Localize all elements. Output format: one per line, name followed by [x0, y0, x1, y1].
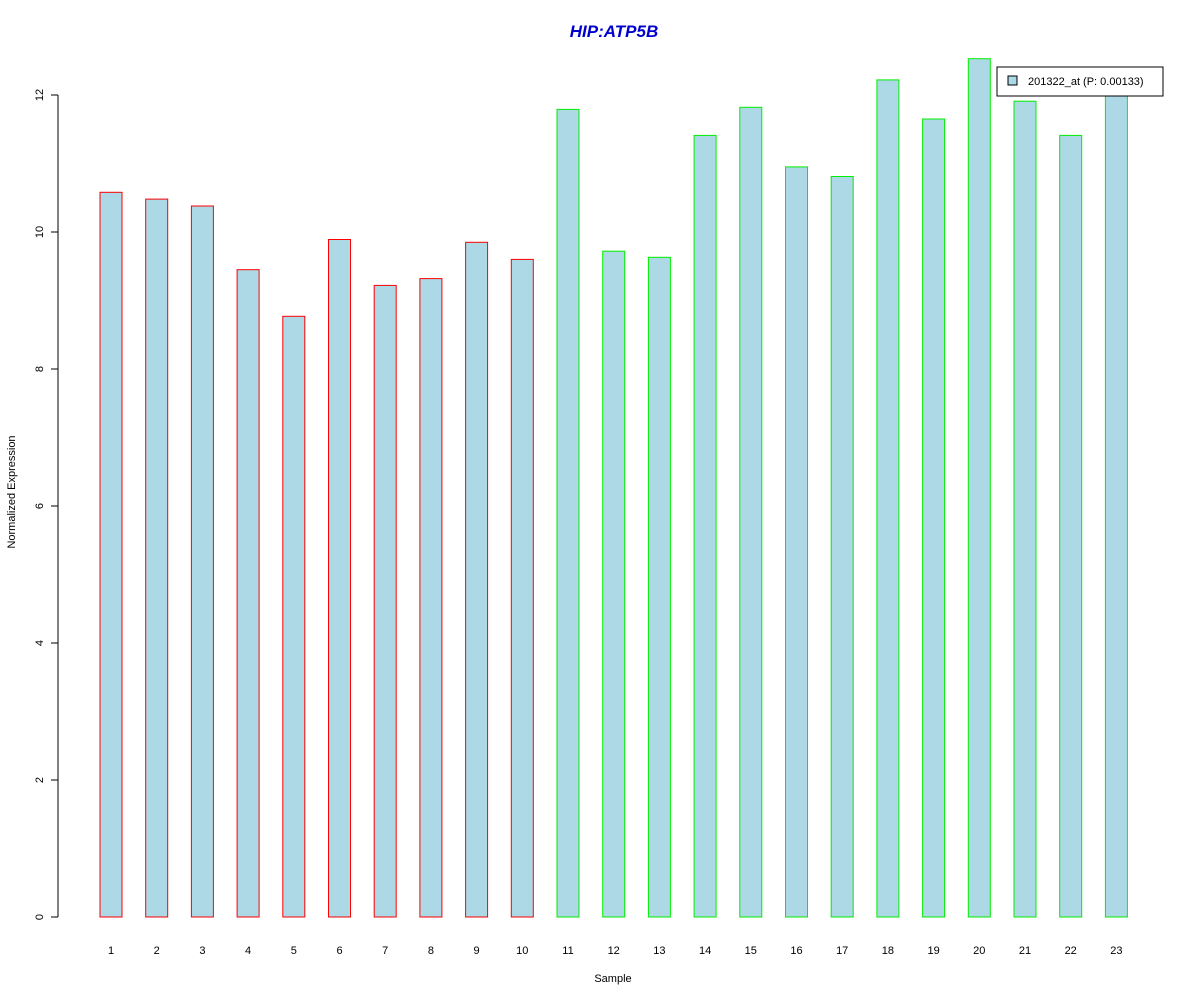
- legend-box: [996, 66, 1164, 97]
- bar: [145, 198, 169, 918]
- y-tick-label: 8: [34, 366, 46, 372]
- bar: [328, 239, 351, 918]
- bar: [602, 250, 626, 918]
- legend-swatch: [1007, 75, 1018, 86]
- x-tick-label: 21: [1019, 945, 1031, 957]
- bar: [99, 191, 123, 918]
- x-tick-label: 6: [336, 945, 342, 957]
- x-tick-label: 4: [245, 945, 251, 957]
- legend-label: 201322_at (P: 0.00133): [1028, 76, 1144, 88]
- bar: [556, 108, 580, 918]
- bar: [876, 79, 900, 918]
- chart-title: HIP:ATP5B: [570, 22, 658, 41]
- x-axis-label: Sample: [594, 973, 631, 985]
- bar: [190, 205, 214, 918]
- bars: [99, 58, 1128, 918]
- bar: [967, 58, 991, 918]
- x-tick-label: 5: [291, 945, 297, 957]
- x-tick-label: 7: [382, 945, 388, 957]
- x-tick-label: 17: [836, 945, 848, 957]
- x-tick-label: 1: [108, 945, 114, 957]
- x-tick-label: 12: [608, 945, 620, 957]
- bar: [693, 134, 717, 918]
- x-tick-label: 3: [199, 945, 205, 957]
- bar: [1059, 134, 1083, 918]
- bar: [419, 278, 443, 918]
- x-tick-label: 15: [745, 945, 757, 957]
- y-tick-label: 0: [34, 914, 46, 920]
- bar: [647, 256, 671, 918]
- bar: [1013, 100, 1037, 918]
- y-axis-label: Normalized Expression: [6, 435, 18, 548]
- bar: [510, 258, 534, 918]
- y-tick-label: 6: [34, 503, 46, 509]
- x-tick-label: 8: [428, 945, 434, 957]
- legend: 201322_at (P: 0.00133): [996, 66, 1164, 97]
- bar: [739, 106, 763, 918]
- bar: [282, 315, 306, 918]
- y-tick-label: 2: [34, 777, 46, 783]
- y-tick-label: 4: [34, 640, 46, 646]
- bar: [785, 166, 808, 918]
- x-tick-label: 2: [154, 945, 160, 957]
- x-tick-label: 16: [790, 945, 802, 957]
- bar: [465, 241, 489, 918]
- x-tick-label: 18: [882, 945, 894, 957]
- x-tick-label: 13: [653, 945, 665, 957]
- bar: [922, 118, 946, 918]
- x-tick-label: 22: [1065, 945, 1077, 957]
- y-axis: 0 2 4 6 8 10 12: [34, 89, 59, 920]
- x-tick-label: 9: [474, 945, 480, 957]
- x-tick-label: 19: [927, 945, 939, 957]
- x-tick-label: 11: [562, 945, 573, 957]
- x-tick-label: 10: [516, 945, 528, 957]
- bar: [830, 176, 854, 918]
- bar: [1104, 88, 1128, 918]
- x-tick-label: 14: [699, 945, 711, 957]
- x-tick-labels: 1 2 3 4 5 6 7 8 9 10 11 12 13 14 15 16 17 18 19 20 21 22 23: [108, 945, 1123, 957]
- bar: [373, 284, 397, 918]
- bar: [236, 269, 260, 918]
- y-tick-label: 10: [34, 226, 46, 238]
- x-tick-label: 23: [1110, 945, 1122, 957]
- x-tick-label: 20: [973, 945, 985, 957]
- y-tick-label: 12: [34, 89, 46, 101]
